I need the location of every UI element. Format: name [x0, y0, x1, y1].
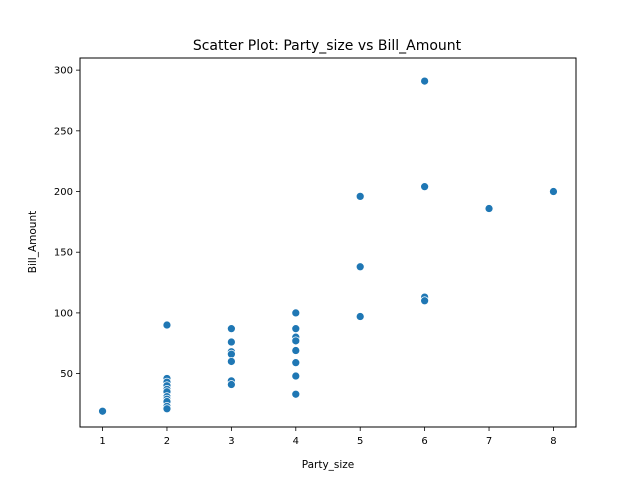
data-point [420, 296, 429, 306]
y-tick-label: 150 [54, 248, 73, 259]
y-tick-label: 100 [54, 308, 73, 319]
x-tick-label: 8 [550, 436, 556, 447]
data-point [291, 346, 301, 355]
plot-area-frame [79, 57, 577, 428]
data-points [98, 76, 558, 416]
data-point [227, 357, 236, 366]
data-point [291, 371, 301, 381]
data-point [484, 204, 494, 213]
chart-title: Scatter Plot: Party_size vs Bill_Amount [193, 38, 462, 54]
data-point [162, 404, 172, 414]
data-point [227, 337, 236, 347]
x-tick-label: 4 [293, 436, 299, 447]
data-point [420, 76, 429, 86]
data-point [549, 187, 558, 196]
data-point [227, 349, 236, 359]
data-point [162, 320, 172, 330]
y-tick-label: 300 [54, 66, 73, 77]
data-point [291, 336, 301, 346]
y-axis-label: Bill_Amount [27, 211, 39, 273]
x-tick-label: 6 [421, 436, 427, 447]
x-tick-label: 3 [228, 436, 234, 447]
x-tick-label: 2 [164, 436, 170, 447]
y-tick-label: 250 [54, 126, 73, 137]
y-tick-label: 200 [54, 187, 73, 198]
data-point [355, 192, 365, 201]
data-point [355, 312, 365, 321]
data-point [291, 324, 301, 334]
data-point [420, 182, 429, 192]
data-point [227, 380, 236, 389]
x-axis-label: Party_size [302, 459, 355, 471]
data-point [227, 324, 236, 334]
x-tick-label: 1 [99, 436, 105, 447]
x-tick-label: 5 [357, 436, 363, 447]
x-tick-label: 7 [486, 436, 492, 447]
data-point [355, 262, 365, 272]
y-tick-label: 50 [60, 369, 73, 380]
x-axis-ticks: 1 2 3 4 5 6 7 8 [99, 427, 557, 447]
data-point [291, 358, 301, 368]
data-point [291, 389, 301, 399]
data-point [291, 308, 301, 318]
data-point [98, 406, 107, 416]
y-axis-ticks: 50 100 150 200 250 300 [54, 66, 80, 380]
